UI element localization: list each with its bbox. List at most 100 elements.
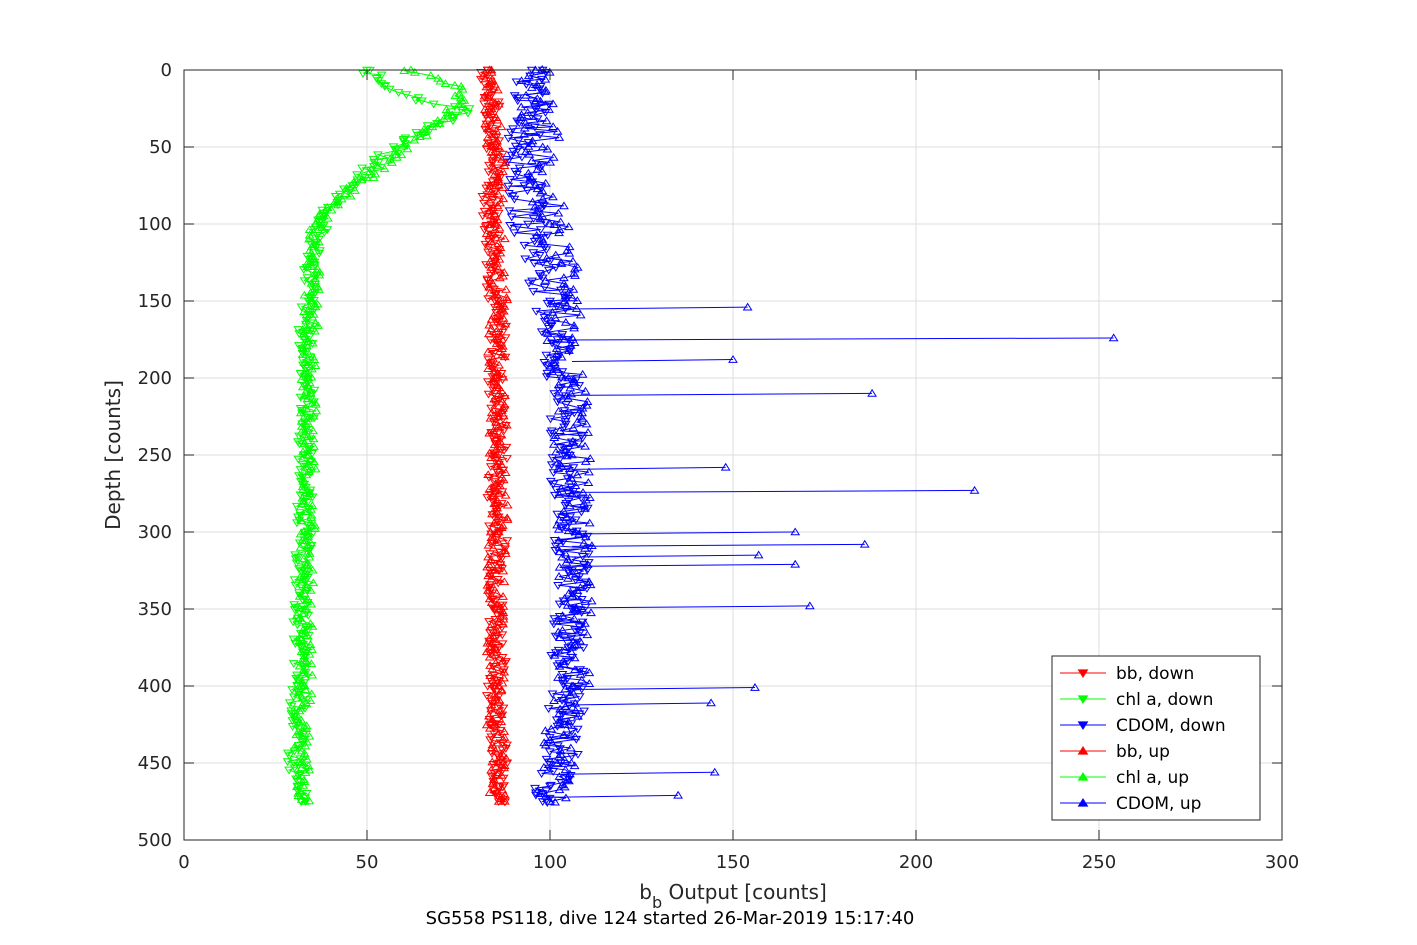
data-point (529, 202, 540, 211)
data-point (573, 750, 583, 759)
data-point (498, 306, 509, 315)
data-point (310, 318, 321, 327)
data-point (519, 143, 530, 152)
data-point (481, 229, 492, 237)
data-point (559, 296, 570, 305)
data-point (570, 527, 581, 536)
data-point (497, 350, 508, 359)
data-point (301, 596, 312, 605)
data-point (303, 531, 313, 540)
data-point (306, 469, 316, 478)
data-point (569, 323, 580, 332)
data-point (548, 192, 558, 201)
data-point (393, 89, 404, 98)
data-point (551, 447, 561, 456)
data-point (323, 213, 333, 222)
data-point (301, 582, 311, 591)
data-point (488, 310, 499, 319)
data-point (313, 237, 324, 246)
data-point (535, 272, 546, 281)
data-point (556, 483, 567, 492)
data-point (296, 746, 307, 755)
data-point (303, 546, 314, 555)
data-point (298, 734, 309, 742)
data-point (492, 449, 502, 458)
data-point (288, 759, 299, 768)
data-point (368, 163, 379, 171)
data-point (537, 64, 548, 73)
data-point (579, 503, 590, 512)
data-point (551, 342, 561, 351)
data-point (560, 765, 571, 774)
data-point (304, 796, 315, 805)
spike-point (720, 462, 731, 471)
data-point (571, 304, 582, 312)
data-point (561, 300, 572, 309)
data-point (432, 116, 443, 124)
data-point (459, 95, 470, 104)
data-point (491, 126, 502, 135)
cdom-spikes (546, 302, 1119, 799)
data-point (284, 766, 294, 775)
spike-line (564, 337, 1114, 341)
spike-point (1108, 333, 1119, 342)
data-point (294, 633, 305, 642)
data-point (304, 489, 315, 498)
data-point (548, 122, 559, 131)
data-point (499, 667, 510, 676)
spike-line (571, 563, 796, 567)
data-point (559, 334, 570, 343)
data-point (296, 427, 307, 436)
data-point (528, 215, 539, 223)
data-point (499, 798, 510, 807)
data-point (303, 419, 314, 428)
data-point (295, 405, 306, 413)
data-point (501, 455, 512, 464)
data-point (491, 417, 501, 426)
data-point (303, 445, 313, 454)
data-point (553, 406, 564, 415)
data-point (499, 732, 510, 741)
data-point (557, 671, 568, 679)
data-point (298, 575, 308, 584)
data-point (304, 765, 315, 774)
data-point (526, 156, 537, 165)
data-point (509, 229, 520, 238)
axis-ticks: 0 50 100 150 200 250 300 0 50 100 150 200 250 300 350 4… (138, 60, 1300, 873)
data-point (491, 339, 502, 347)
data-point (553, 627, 564, 636)
data-point (308, 442, 319, 450)
data-point (309, 414, 319, 423)
data-point (536, 328, 547, 337)
data-point (484, 448, 495, 457)
data-point (299, 290, 310, 299)
data-point (566, 483, 577, 492)
data-point (497, 344, 507, 352)
data-point (304, 731, 315, 740)
data-point (491, 588, 502, 597)
data-point (302, 431, 313, 440)
data-point (537, 212, 548, 220)
x-tick-label: 250 (1082, 852, 1116, 873)
data-point (348, 178, 359, 186)
data-point (495, 557, 506, 565)
data-point (294, 603, 305, 612)
data-point (485, 642, 496, 651)
data-point (493, 177, 504, 186)
legend-label: bb, up (1116, 742, 1170, 762)
data-point (304, 378, 315, 387)
x-tick-label: 100 (533, 852, 567, 873)
data-point (493, 796, 504, 805)
data-point (306, 278, 317, 287)
data-point (291, 730, 302, 739)
data-point (553, 524, 564, 533)
data-point (485, 671, 496, 680)
data-point (484, 788, 495, 797)
data-point (538, 762, 549, 771)
data-point (545, 157, 556, 166)
data-point (557, 780, 568, 789)
data-point (553, 646, 564, 655)
data-point (496, 794, 507, 803)
data-point (554, 709, 565, 717)
data-point (570, 481, 581, 489)
